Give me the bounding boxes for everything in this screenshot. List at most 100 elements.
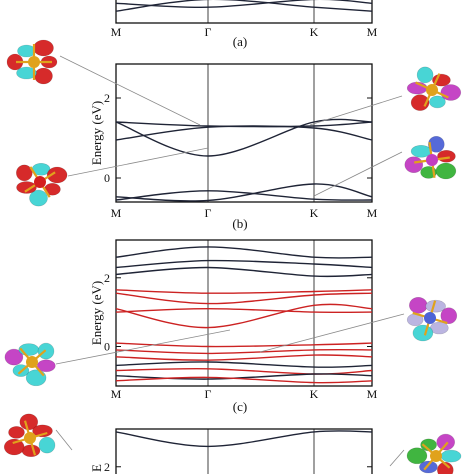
y-tick-label: 0 bbox=[104, 339, 110, 353]
band-line bbox=[116, 307, 372, 314]
central-atom bbox=[34, 176, 46, 188]
band-line bbox=[116, 292, 372, 305]
orbital-lobe bbox=[3, 438, 25, 456]
orbital-lobe bbox=[21, 444, 41, 458]
orbital-lobe bbox=[429, 95, 446, 109]
plot-frame bbox=[115, 63, 373, 203]
orbital-lobe bbox=[29, 189, 48, 207]
band-line bbox=[116, 303, 372, 329]
band-line bbox=[116, 0, 372, 12]
pointer-line bbox=[309, 95, 403, 126]
central-atom bbox=[424, 312, 436, 324]
orbital-lobe bbox=[440, 84, 462, 101]
orbital-lobe bbox=[36, 359, 56, 373]
y-axis-label: E bbox=[89, 464, 104, 472]
orbital-lobe bbox=[17, 44, 36, 58]
pointer-line bbox=[67, 147, 209, 177]
plot-frame bbox=[115, 0, 373, 24]
orbital-lobe bbox=[15, 164, 33, 182]
y-axis-label: Energy (eV) bbox=[89, 281, 104, 345]
orbital-image-c-right bbox=[406, 296, 458, 342]
x-tick-label: M bbox=[111, 206, 122, 220]
orbital-lobe bbox=[412, 324, 434, 342]
band-line bbox=[116, 348, 372, 355]
band-line bbox=[116, 373, 372, 380]
orbital-lobe bbox=[437, 150, 456, 163]
y-axis-label: Energy (eV) bbox=[89, 101, 104, 165]
orbital-lobe bbox=[440, 449, 462, 463]
panel-d: 2E bbox=[89, 428, 373, 474]
panel-c: 0 2 M Γ K M (c) Energy (eV) bbox=[89, 239, 378, 414]
x-tick-label: M bbox=[367, 387, 378, 401]
x-tick-label: K bbox=[310, 387, 319, 401]
x-tick-label: M bbox=[367, 206, 378, 220]
pointer-line bbox=[59, 55, 201, 126]
orbital-lobe bbox=[436, 433, 456, 451]
band-line bbox=[116, 183, 372, 202]
orbital-image-b-upper-left bbox=[6, 39, 58, 85]
orbital-image-b-lower-left bbox=[15, 163, 68, 207]
pointer-line bbox=[313, 151, 403, 197]
orbital-lobe bbox=[427, 136, 445, 153]
orbital-lobe bbox=[33, 39, 54, 57]
pointer-line bbox=[389, 449, 405, 467]
orbital-lobe bbox=[46, 166, 68, 184]
orbital-lobe bbox=[440, 307, 458, 325]
bands bbox=[116, 118, 372, 202]
orbital-lobe bbox=[8, 426, 25, 439]
orbital-lobe bbox=[404, 156, 424, 173]
orbital-lobe bbox=[410, 94, 430, 111]
orbital-lobe bbox=[25, 369, 47, 387]
band-line bbox=[116, 289, 372, 294]
y-tick-label: 2 bbox=[104, 460, 110, 474]
orbital-lobe bbox=[406, 447, 428, 465]
x-tick-label: M bbox=[111, 25, 122, 39]
pointer-line bbox=[55, 429, 73, 451]
orbital-image-d-right bbox=[406, 433, 462, 474]
orbital-image-b-lower-right bbox=[404, 136, 457, 180]
plot-frame bbox=[115, 239, 373, 387]
panel-caption: (b) bbox=[232, 216, 247, 231]
panel-caption: (a) bbox=[233, 34, 247, 49]
band-line bbox=[116, 125, 372, 141]
panel-caption: (c) bbox=[233, 399, 247, 414]
orbital-lobe bbox=[435, 162, 457, 180]
y-tick-label: 2 bbox=[104, 91, 110, 105]
orbital-lobe bbox=[4, 348, 24, 366]
band-line bbox=[116, 376, 372, 384]
plot-frame bbox=[115, 428, 373, 474]
central-atom bbox=[426, 154, 438, 166]
orbital-lobe bbox=[16, 66, 37, 80]
orbital-lobe bbox=[38, 436, 56, 454]
bands bbox=[116, 246, 372, 384]
pointer-line bbox=[55, 329, 231, 365]
band-line bbox=[116, 367, 372, 375]
central-atom bbox=[426, 84, 438, 96]
central-atom bbox=[430, 450, 442, 462]
orbital-lobe bbox=[419, 460, 438, 474]
band-line bbox=[116, 361, 372, 368]
band-line bbox=[116, 430, 372, 448]
x-tick-label: M bbox=[367, 25, 378, 39]
central-atom bbox=[24, 432, 36, 444]
central-atom bbox=[28, 56, 40, 68]
x-tick-label: M bbox=[111, 387, 122, 401]
band-line bbox=[116, 118, 372, 157]
bands bbox=[116, 0, 372, 12]
bands bbox=[116, 430, 372, 448]
orbital-lobe bbox=[437, 461, 454, 474]
orbital-lobe bbox=[34, 67, 53, 85]
band-line bbox=[116, 266, 372, 278]
orbital-lobe bbox=[16, 181, 37, 194]
x-tick-label: Γ bbox=[205, 25, 212, 39]
x-tick-label: K bbox=[310, 25, 319, 39]
orbital-image-b-upper-right bbox=[406, 66, 462, 111]
y-tick-label: 2 bbox=[104, 271, 110, 285]
pointer-line bbox=[259, 313, 405, 353]
orbital-image-d-left bbox=[3, 413, 56, 458]
central-atom bbox=[26, 356, 38, 368]
orbital-lobe bbox=[408, 296, 428, 314]
x-tick-label: Γ bbox=[205, 206, 212, 220]
